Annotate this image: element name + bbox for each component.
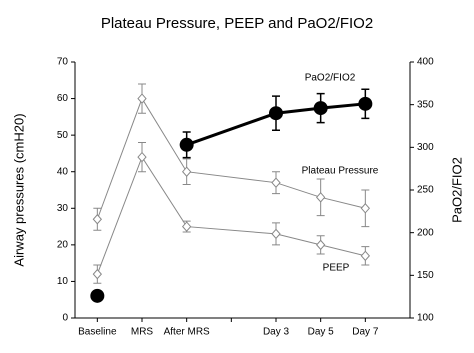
data-point (358, 96, 373, 111)
x-tick-label: Baseline (78, 327, 117, 338)
y2-tick-label: 100 (417, 313, 434, 324)
data-point (137, 151, 147, 163)
series-line (186, 102, 366, 147)
series-label: Plateau Pressure (302, 166, 379, 177)
y-tick-label: 50 (57, 130, 69, 141)
x-tick-label: Day 7 (352, 327, 379, 338)
series-label: PaO2/FIO2 (305, 73, 356, 84)
data-point (181, 221, 192, 232)
data-point (181, 166, 192, 177)
data-point (271, 228, 281, 240)
y2-tick-label: 300 (417, 142, 434, 153)
series-line (96, 155, 366, 275)
y-tick-label: 20 (57, 239, 69, 250)
y-tick-label: 40 (57, 166, 69, 177)
y-tick-label: 0 (62, 313, 68, 324)
y2-tick-label: 350 (417, 99, 434, 110)
y2-axis-label: PaO2/FIO2 (449, 157, 464, 223)
x-tick-label: Day 5 (308, 327, 335, 338)
data-point (315, 192, 326, 203)
x-tick-label: MRS (131, 327, 154, 338)
data-point (179, 137, 194, 152)
data-point (360, 250, 371, 262)
y2-tick-label: 200 (417, 227, 434, 238)
y-tick-label: 70 (57, 57, 69, 68)
y2-tick-label: 250 (417, 185, 434, 196)
data-point (137, 93, 147, 104)
data-point (313, 101, 328, 116)
y2-tick-label: 400 (417, 57, 434, 68)
y-tick-label: 10 (57, 276, 69, 287)
data-point (315, 239, 326, 251)
data-point (92, 214, 103, 225)
series-label: PEEP (323, 263, 350, 274)
y-tick-label: 30 (57, 203, 69, 214)
y2-tick-label: 150 (417, 270, 434, 281)
data-point (269, 106, 283, 121)
data-point (92, 268, 103, 280)
data-point (360, 203, 371, 214)
x-tick-label: After MRS (164, 327, 210, 338)
y-tick-label: 60 (57, 93, 69, 104)
data-point (90, 288, 105, 303)
data-point (271, 177, 281, 188)
x-tick-label: Day 3 (263, 327, 290, 338)
y-axis-label: Airway pressures (cmH20) (11, 113, 26, 266)
chart-title: Plateau Pressure, PEEP and PaO2/FIO2 (101, 15, 373, 32)
series-line (96, 97, 366, 220)
